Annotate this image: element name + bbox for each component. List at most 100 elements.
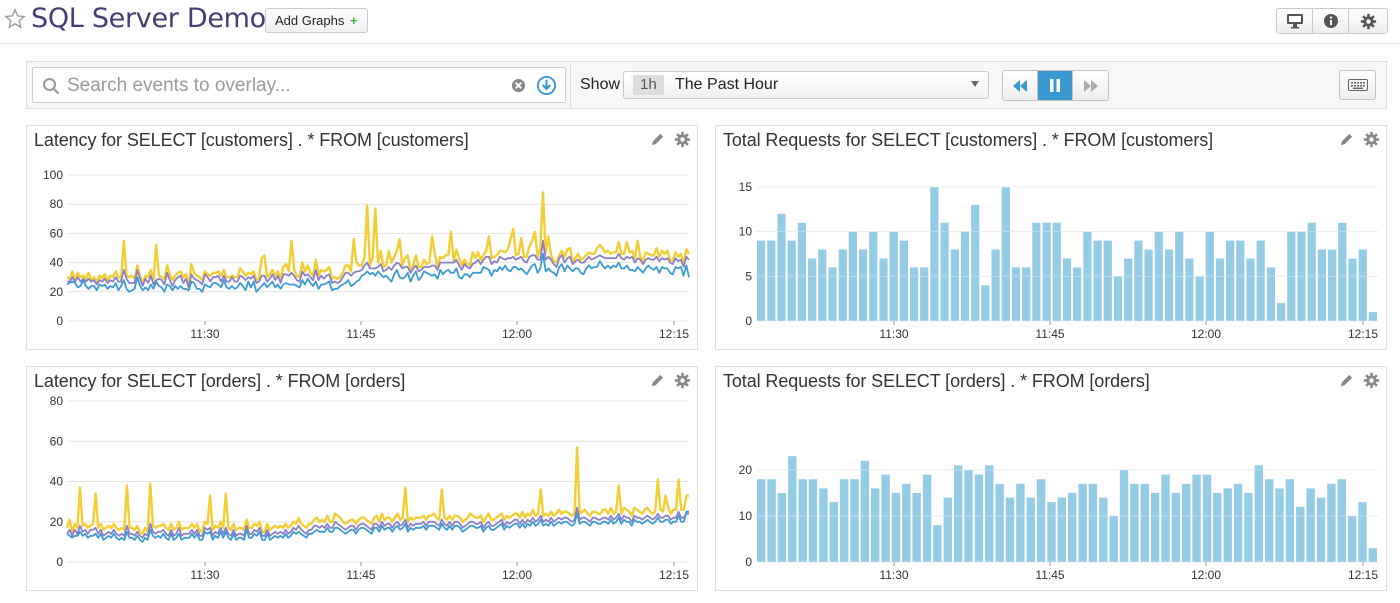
y-tick-label: 5 — [745, 269, 752, 283]
x-tick-label: 11:45 — [1035, 327, 1064, 341]
gear-icon[interactable] — [674, 131, 691, 148]
page-title: SQL Server Demo — [31, 3, 266, 34]
bar — [950, 249, 959, 321]
bar — [930, 187, 939, 321]
bar — [767, 240, 776, 321]
x-tick-label: 11:45 — [346, 327, 375, 341]
bar — [971, 204, 980, 321]
bar — [1124, 258, 1133, 321]
bar — [767, 479, 776, 562]
info-button[interactable] — [1313, 9, 1349, 33]
gear-icon[interactable] — [1363, 372, 1380, 389]
bar — [954, 465, 963, 562]
series-line — [67, 239, 690, 289]
pencil-icon[interactable] — [1339, 373, 1354, 388]
bar — [819, 488, 828, 562]
bar — [1275, 488, 1284, 562]
gear-icon[interactable] — [1363, 131, 1380, 148]
bar — [974, 474, 984, 562]
tv-mode-button[interactable] — [1277, 9, 1313, 33]
y-tick-label: 20 — [739, 463, 753, 477]
x-tick-label: 12:15 — [659, 327, 689, 341]
x-tick-label: 11:30 — [190, 327, 219, 341]
series-line — [66, 252, 690, 293]
clear-icon[interactable] — [511, 78, 526, 93]
gear-icon[interactable] — [674, 372, 691, 389]
y-tick-label: 0 — [56, 314, 63, 328]
latency-chart: 0 20 40 60 80 11:30 11:45 12:00 12:15 — [50, 394, 690, 582]
latency-chart: 0 20 40 60 80 100 11:30 11:45 12:00 12:15 — [43, 168, 691, 341]
settings-button[interactable] — [1349, 9, 1387, 33]
keyboard-shortcuts-button[interactable] — [1339, 70, 1376, 100]
bar — [1338, 222, 1347, 321]
fast-forward-button[interactable] — [1073, 71, 1108, 100]
bar — [797, 222, 806, 321]
bar — [1016, 483, 1025, 562]
x-tick-label: 12:00 — [502, 327, 532, 341]
y-tick-label: 60 — [50, 226, 64, 240]
bar — [1246, 258, 1255, 321]
series-line — [66, 506, 689, 539]
bar — [1083, 231, 1092, 321]
y-tick-label: 60 — [50, 434, 64, 448]
bar — [1296, 506, 1305, 562]
series-line — [65, 446, 689, 536]
bar — [1047, 502, 1056, 562]
bar — [912, 493, 921, 562]
bar — [798, 479, 807, 562]
x-tick-label: 12:00 — [1191, 327, 1221, 341]
bar — [1078, 483, 1087, 562]
info-icon — [1323, 14, 1338, 28]
widget-latency-orders: Latency for SELECT [orders] . * FROM [or… — [26, 366, 698, 591]
pencil-icon[interactable] — [650, 132, 665, 147]
bar — [1134, 240, 1143, 321]
bar — [869, 231, 878, 321]
gear-icon — [1360, 13, 1376, 29]
bar — [850, 479, 859, 562]
bar — [943, 497, 952, 562]
bar — [1099, 497, 1108, 562]
y-tick-label: 80 — [50, 394, 64, 408]
bar — [1297, 231, 1306, 321]
bar — [1093, 240, 1102, 321]
bar — [1233, 483, 1243, 562]
bar — [881, 474, 890, 562]
monitor-icon — [1286, 14, 1303, 29]
y-tick-label: 0 — [745, 555, 752, 569]
bar — [1327, 483, 1336, 562]
pause-button[interactable] — [1038, 71, 1073, 100]
pencil-icon[interactable] — [1339, 132, 1354, 147]
bar — [1265, 479, 1274, 562]
plus-icon: + — [350, 13, 358, 28]
add-graphs-label: Add Graphs — [275, 13, 345, 28]
bar — [910, 267, 919, 321]
bar — [1368, 312, 1377, 321]
y-tick-label: 100 — [43, 168, 63, 182]
bar — [757, 240, 766, 321]
bar — [1213, 493, 1222, 562]
timeframe-select[interactable]: 1h The Past Hour — [623, 71, 989, 99]
bar — [1144, 249, 1153, 321]
rewind-icon — [1013, 79, 1027, 92]
bar — [757, 479, 766, 562]
search-input[interactable] — [67, 73, 497, 99]
bar — [808, 479, 818, 562]
bar — [1088, 483, 1098, 562]
bar — [1347, 516, 1357, 562]
bar — [788, 456, 797, 562]
y-tick-label: 0 — [745, 314, 752, 328]
overlay-download-icon[interactable] — [536, 75, 557, 96]
x-tick-label: 12:15 — [1348, 568, 1378, 582]
y-tick-label: 15 — [739, 180, 753, 194]
bar — [960, 231, 970, 321]
bar — [891, 493, 901, 562]
widget-title: Total Requests for SELECT [customers] . … — [723, 130, 1214, 150]
y-tick-label: 40 — [50, 475, 64, 489]
timeframe-label: The Past Hour — [675, 76, 779, 93]
star-icon[interactable] — [4, 8, 26, 30]
bar — [1154, 231, 1163, 321]
add-graphs-button[interactable]: Add Graphs + — [265, 8, 368, 33]
pencil-icon[interactable] — [650, 373, 665, 388]
bar — [848, 231, 857, 321]
rewind-button[interactable] — [1003, 71, 1038, 100]
